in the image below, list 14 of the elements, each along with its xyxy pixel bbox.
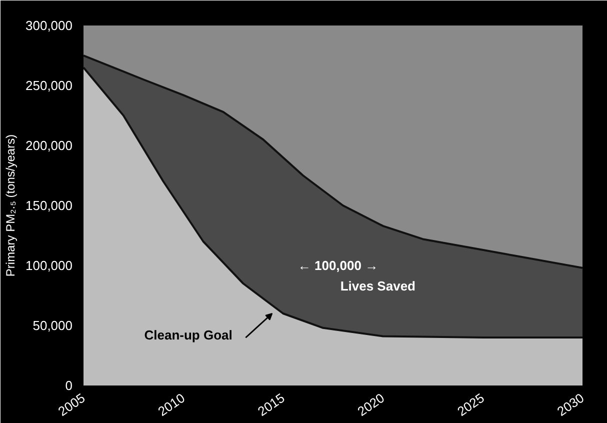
y-tick-label: 250,000 xyxy=(26,78,73,93)
x-tick-label: 2030 xyxy=(554,390,587,420)
y-tick-label: 150,000 xyxy=(26,198,73,213)
annotation: Lives Saved xyxy=(340,278,416,294)
annotation: ← 100,000 → xyxy=(298,258,378,274)
y-tick-label: 300,000 xyxy=(26,18,73,33)
y-tick-label: 100,000 xyxy=(26,258,73,273)
annotation: Clean-up Goal xyxy=(144,328,232,343)
y-tick-label: 50,000 xyxy=(32,318,73,333)
x-tick-label: 2020 xyxy=(354,390,388,420)
x-tick-label: 2010 xyxy=(155,390,188,420)
y-tick-label: 0 xyxy=(65,378,73,393)
y-axis-title: Primary PM₂.₅ (tons/years) xyxy=(4,134,18,277)
y-tick-label: 200,000 xyxy=(26,138,73,153)
